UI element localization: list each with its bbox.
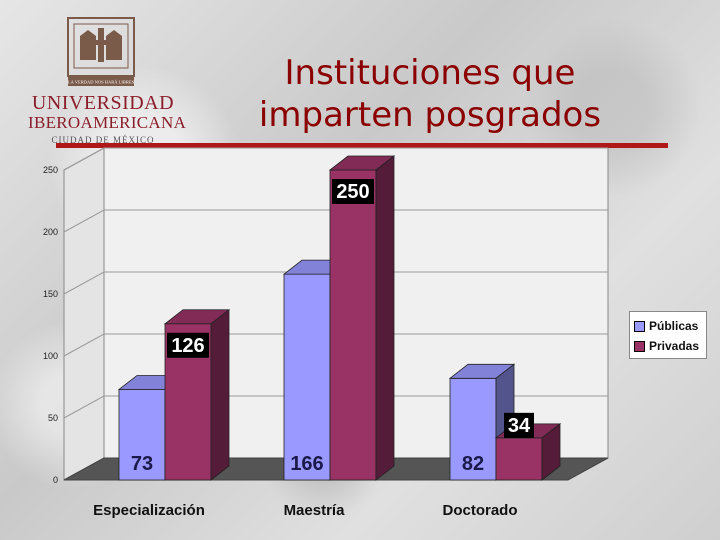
y-tick-label: 150 [43, 289, 58, 299]
logo-iberoamericana-text: IBEROAMERICANA [28, 113, 187, 132]
university-crest-icon: LA VERDAD NOS HARÁ LIBRES [67, 17, 135, 86]
bar-privadas [495, 437, 543, 481]
bar-publicas [283, 273, 331, 481]
x-category-label: Maestría [284, 502, 346, 519]
title-line-1: Instituciones que [284, 53, 576, 93]
data-label-publicas: 82 [462, 453, 484, 475]
data-label-publicas: 73 [131, 453, 153, 475]
y-tick-label: 200 [43, 227, 58, 237]
gridline [63, 333, 608, 357]
gridline [63, 395, 608, 419]
gridline [63, 209, 608, 233]
title-line-2: imparten posgrados [258, 95, 602, 135]
chart-legend: Públicas Privadas [629, 311, 707, 359]
y-tick-label: 100 [43, 351, 58, 361]
title-underline [56, 143, 668, 148]
legend-swatch-privadas [634, 340, 645, 352]
gridline [63, 271, 608, 295]
legend-item-publicas: Públicas [634, 316, 702, 336]
data-label-box-privadas [332, 179, 374, 204]
crest-motto: LA VERDAD NOS HARÁ LIBRES [68, 80, 135, 85]
legend-item-privadas: Privadas [634, 336, 702, 356]
university-logo: LA VERDAD NOS HARÁ LIBRES UNIVERSIDAD IB… [28, 14, 187, 145]
x-category-label: Especialización [93, 502, 205, 519]
logo-city-text: CIUDAD DE MÉXICO [51, 135, 155, 145]
bar-privadas [329, 169, 377, 481]
bar-side-privadas [210, 308, 230, 481]
data-label-publicas: 166 [290, 453, 323, 475]
legend-label-publicas: Públicas [649, 319, 699, 333]
bar-publicas [118, 389, 166, 481]
y-tick-label: 250 [43, 165, 58, 175]
legend-swatch-publicas [634, 320, 645, 332]
bar-side-privadas [375, 155, 395, 481]
logo-university-text: UNIVERSIDAD [31, 92, 175, 114]
data-label-privadas: 34 [508, 415, 531, 437]
gridline [63, 147, 608, 171]
data-label-privadas: 250 [336, 181, 369, 203]
chart-side-wall [63, 147, 105, 481]
legend-label-privadas: Privadas [649, 339, 700, 353]
slide-title: Instituciones que imparten posgrados [220, 52, 640, 136]
y-tick-label: 50 [48, 413, 58, 423]
x-category-label: Doctorado [443, 502, 518, 519]
data-label-box-privadas [167, 332, 209, 358]
y-tick-label: 0 [53, 475, 58, 485]
data-label-box-privadas [504, 412, 534, 438]
bar-publicas [449, 377, 497, 481]
data-label-privadas: 126 [171, 335, 204, 357]
bar-side-privadas [541, 423, 561, 481]
